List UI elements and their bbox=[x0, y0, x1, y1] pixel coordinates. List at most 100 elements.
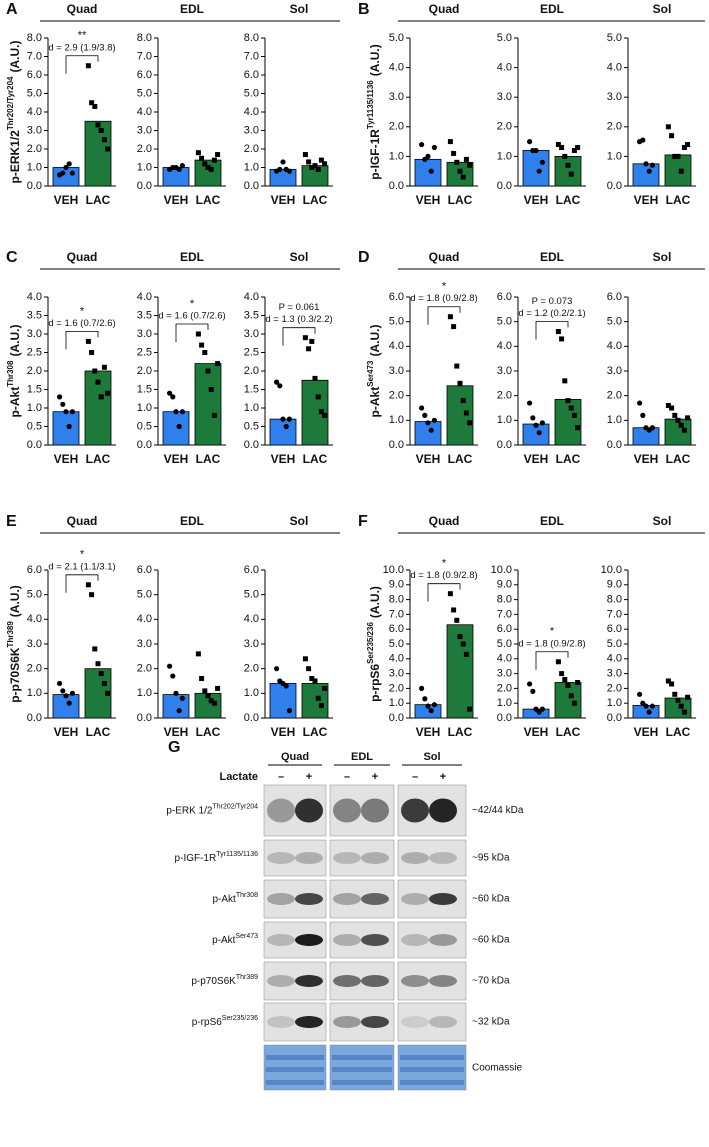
y-tick-label: 6.0 bbox=[389, 291, 404, 303]
bar bbox=[269, 683, 297, 719]
y-tick-label: 1.0 bbox=[389, 414, 404, 426]
data-point bbox=[646, 709, 652, 715]
band-size: ~95 kDa bbox=[472, 853, 510, 864]
data-point bbox=[202, 688, 208, 694]
data-point bbox=[425, 153, 431, 159]
band bbox=[429, 1016, 457, 1028]
data-point bbox=[467, 420, 473, 426]
data-point bbox=[60, 401, 66, 407]
y-tick-label: 5.0 bbox=[607, 638, 622, 650]
data-point bbox=[431, 417, 437, 423]
data-point bbox=[463, 651, 469, 657]
protein: p-p70S6K bbox=[191, 976, 236, 987]
subplot-title: EDL bbox=[180, 2, 204, 16]
data-point bbox=[63, 164, 69, 171]
panel-label: F bbox=[358, 513, 368, 530]
data-point bbox=[649, 703, 656, 709]
y-tick-label: 1.0 bbox=[27, 161, 42, 173]
y-tick-label: 0.5 bbox=[137, 420, 152, 432]
bar bbox=[269, 168, 297, 187]
y-tick-label: 5.0 bbox=[607, 32, 622, 44]
data-point bbox=[649, 162, 656, 168]
y-tick-label: 1.0 bbox=[389, 697, 404, 709]
y-tick-label: 5.0 bbox=[27, 589, 42, 601]
y-tick-label: 2.5 bbox=[137, 346, 152, 358]
data-point bbox=[685, 415, 691, 421]
data-point bbox=[678, 703, 684, 709]
data-point bbox=[315, 394, 321, 400]
data-point bbox=[527, 681, 533, 687]
x-tick-label: LAC bbox=[86, 193, 111, 207]
y-tick-label: 7.0 bbox=[27, 50, 42, 62]
subplot-title: Quad bbox=[67, 2, 98, 16]
data-point bbox=[302, 335, 308, 341]
y-tick-label: 0.0 bbox=[497, 712, 512, 724]
data-point bbox=[195, 331, 201, 337]
data-point bbox=[681, 709, 687, 715]
data-point bbox=[173, 409, 179, 415]
x-tick-label: VEH bbox=[524, 725, 549, 739]
x-tick-label: VEH bbox=[524, 452, 549, 466]
y-tick-label: 9.0 bbox=[497, 579, 512, 591]
x-tick-label: VEH bbox=[54, 193, 79, 207]
y-tick-label: 3.0 bbox=[27, 638, 42, 650]
subplot-title: Quad bbox=[67, 250, 98, 264]
data-point bbox=[306, 666, 312, 672]
y-tick-label: 4.0 bbox=[607, 340, 622, 352]
stain-label: Coomassie bbox=[472, 1063, 522, 1074]
data-point bbox=[89, 592, 95, 598]
blot-group: EDL bbox=[351, 751, 373, 763]
effect-size: d = 1.6 (0.7/2.6) bbox=[48, 318, 115, 329]
data-point bbox=[277, 383, 283, 389]
protein: p-IGF-1R bbox=[175, 853, 217, 864]
y-tick-label: 0.0 bbox=[607, 712, 622, 724]
data-point bbox=[571, 700, 577, 706]
y-tick-label: 2.0 bbox=[27, 663, 42, 675]
data-point bbox=[85, 338, 91, 344]
bar bbox=[269, 418, 297, 446]
data-point bbox=[302, 656, 308, 662]
y-label-site: Thr308 bbox=[6, 360, 15, 387]
bar bbox=[664, 154, 692, 187]
effect-size: d = 1.8 (0.9/2.8) bbox=[410, 570, 477, 581]
x-tick-label: VEH bbox=[54, 452, 79, 466]
data-point bbox=[208, 387, 214, 392]
y-label-unit: (A.U.) bbox=[368, 586, 382, 618]
significance: * bbox=[442, 281, 447, 293]
x-tick-label: LAC bbox=[556, 193, 581, 207]
y-tick-label: 5.0 bbox=[389, 316, 404, 328]
y-tick-label: 0.0 bbox=[389, 180, 404, 192]
data-point bbox=[211, 700, 217, 706]
y-tick-label: 2.0 bbox=[244, 365, 259, 377]
site: Tyr1135/1136 bbox=[216, 851, 258, 858]
data-point bbox=[457, 634, 463, 640]
y-tick-label: 8.0 bbox=[27, 32, 42, 44]
y-tick-label: 2.0 bbox=[389, 121, 404, 133]
data-point bbox=[562, 153, 568, 159]
data-point bbox=[637, 691, 643, 697]
y-tick-label: 3.0 bbox=[27, 124, 42, 136]
subplot-title: EDL bbox=[540, 2, 564, 16]
data-point bbox=[530, 415, 536, 421]
data-point bbox=[428, 427, 434, 433]
y-tick-label: 10.0 bbox=[601, 564, 622, 576]
band bbox=[267, 1016, 295, 1028]
x-tick-label: VEH bbox=[416, 452, 441, 466]
data-point bbox=[105, 690, 111, 696]
data-point bbox=[555, 659, 561, 665]
treatment-label: Lactate bbox=[219, 771, 258, 783]
data-point bbox=[555, 329, 561, 335]
data-point bbox=[280, 416, 286, 422]
y-tick-label: 1.0 bbox=[497, 414, 512, 426]
y-tick-label: 1.0 bbox=[137, 687, 152, 699]
bar bbox=[52, 167, 80, 187]
data-point bbox=[69, 170, 75, 176]
band bbox=[267, 798, 295, 823]
band bbox=[429, 852, 457, 864]
band bbox=[267, 852, 295, 864]
data-point bbox=[568, 171, 574, 177]
data-point bbox=[92, 103, 98, 109]
y-tick-label: 0.0 bbox=[607, 180, 622, 192]
y-tick-label: 2.5 bbox=[244, 346, 259, 358]
x-tick-label: LAC bbox=[448, 452, 473, 466]
